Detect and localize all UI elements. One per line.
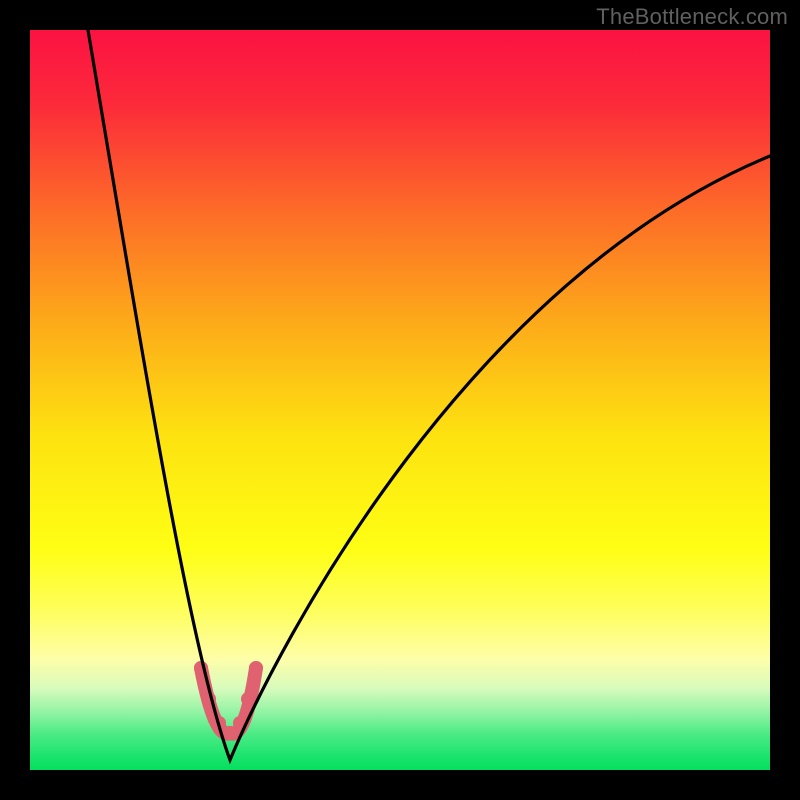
watermark-text: TheBottleneck.com <box>596 4 788 30</box>
chart-frame <box>30 30 770 770</box>
curve-layer <box>30 30 770 770</box>
bottleneck-curve <box>88 30 770 760</box>
